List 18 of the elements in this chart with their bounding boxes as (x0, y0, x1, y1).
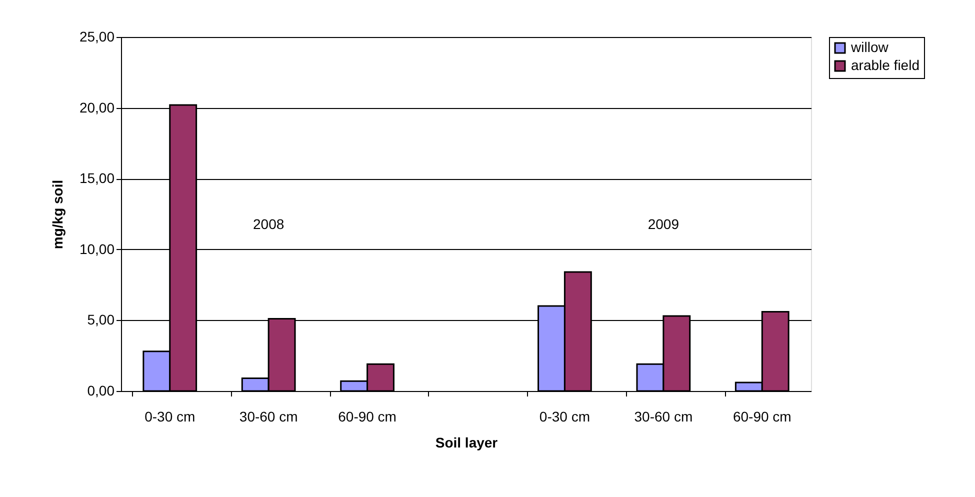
y-tick-label: 15,00 (79, 170, 115, 186)
x-tick-label: 30-60 cm (239, 408, 298, 424)
x-tick-label: 30-60 cm (634, 408, 693, 424)
x-axis-title: Soil layer (435, 434, 498, 450)
y-tick-label: 5,00 (87, 312, 115, 328)
x-tick-label: 0-30 cm (539, 408, 590, 424)
annotation: 2009 (648, 216, 680, 232)
y-tick-label: 10,00 (79, 240, 115, 257)
y-axis-title: mg/kg soil (49, 180, 66, 250)
annotation: 2008 (252, 216, 284, 232)
y-tick-label: 20,00 (79, 99, 115, 116)
legend-label: willow (850, 39, 890, 55)
x-tick-label: 60-90 cm (338, 408, 396, 424)
y-tick-label: 0,00 (87, 382, 115, 398)
x-tick-label: 60-90 cm (732, 408, 792, 424)
x-tick-label: 0-30 cm (144, 408, 196, 424)
legend-label: arable field (851, 57, 920, 73)
y-tick-label: 25,00 (79, 28, 115, 44)
